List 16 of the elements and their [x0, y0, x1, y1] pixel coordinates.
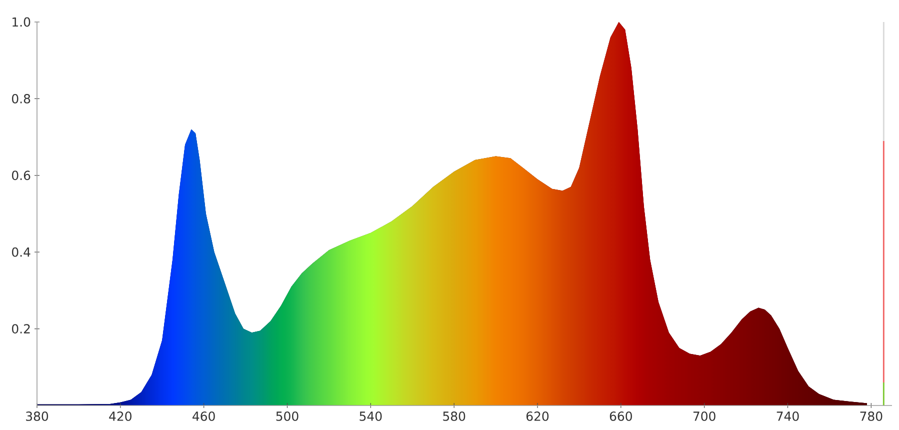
x-tick-label: 740	[776, 412, 799, 421]
x-tick-label: 460	[192, 412, 215, 421]
x-tick-label: 780	[860, 412, 882, 421]
x-tick-label: 660	[610, 412, 632, 421]
x-tick-label: 620	[526, 412, 549, 421]
x-tick-label: 580	[443, 412, 466, 421]
y-tick-label: 0.8	[12, 94, 30, 104]
x-tick-label: 500	[276, 412, 298, 421]
y-tick-label: 0.6	[12, 170, 30, 180]
x-tick-label: 700	[693, 412, 716, 421]
x-tick-label: 380	[26, 412, 48, 421]
x-tick-label: 540	[360, 412, 382, 421]
y-tick-label: 0.4	[12, 247, 30, 257]
y-tick-label: 0.2	[12, 324, 30, 334]
x-tick-label: 420	[109, 412, 132, 421]
y-tick-label: 1.0	[12, 17, 30, 27]
